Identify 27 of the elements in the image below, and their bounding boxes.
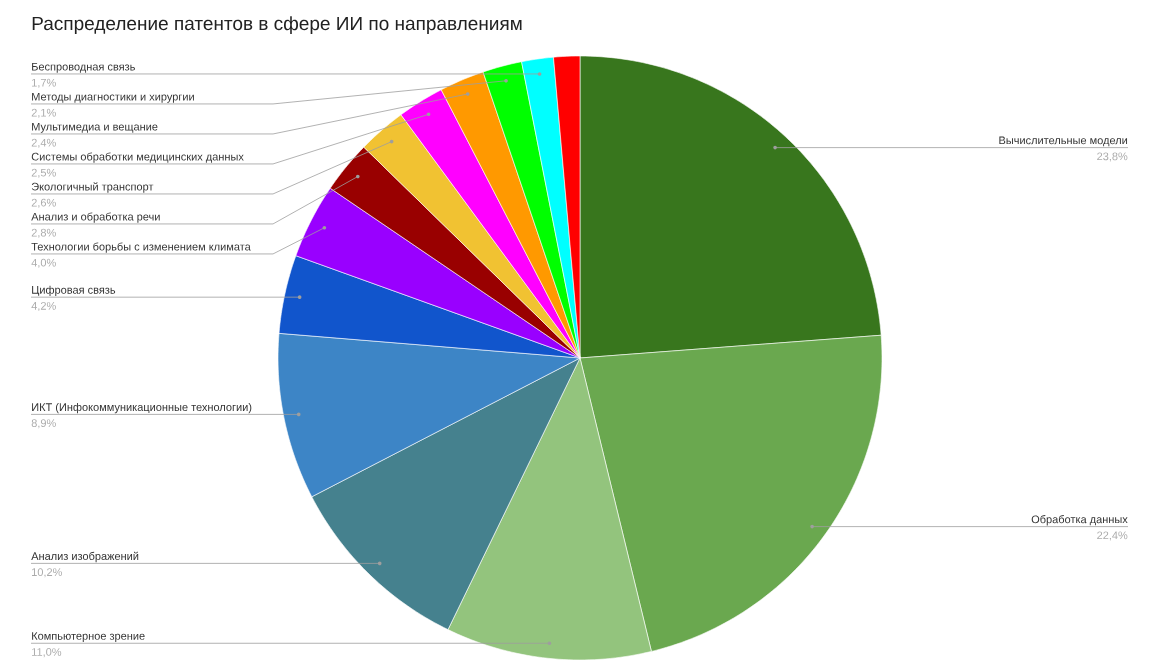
data-label: 2,6% bbox=[31, 198, 56, 208]
slice-label: Системы обработки медицинских данных bbox=[31, 152, 244, 163]
data-label: 2,8% bbox=[31, 228, 56, 238]
slice-label: Вычислительные модели bbox=[999, 136, 1128, 147]
data-label: 2,4% bbox=[31, 138, 56, 148]
chart-title: Распределение патентов в сфере ИИ по направлениям bbox=[32, 16, 522, 34]
data-label: 23,8% bbox=[1097, 152, 1128, 162]
data-label: 10,2% bbox=[32, 568, 62, 578]
slice-label: Методы диагностики и хирургии bbox=[32, 92, 194, 103]
slice-label: Экологичный транспорт bbox=[31, 182, 154, 193]
slice-label: Компьютерное зрение bbox=[32, 632, 145, 643]
slice-label: Анализ и обработка речи bbox=[31, 212, 160, 223]
slice-label: Анализ изображений bbox=[31, 551, 139, 563]
data-label: 11,0% bbox=[32, 648, 62, 658]
data-label: 4,0% bbox=[31, 258, 56, 268]
slice-label: Технологии борьбы с изменением климата bbox=[31, 242, 251, 253]
slice-label: Беспроводная связь bbox=[32, 62, 135, 73]
data-label: 2,1% bbox=[31, 108, 56, 118]
data-label: 22,4% bbox=[1097, 531, 1128, 541]
slice-label: Обработка данных bbox=[1031, 515, 1128, 526]
slice-label: Мультимедиа и вещание bbox=[32, 122, 158, 133]
data-label: 1,7% bbox=[32, 78, 56, 88]
slice-label: ИКТ (Инфокоммуникационные технологии) bbox=[32, 402, 252, 414]
data-label: 2,5% bbox=[31, 168, 56, 178]
data-label: 8,9% bbox=[31, 419, 56, 429]
slice-label: Цифровая связь bbox=[32, 285, 116, 296]
data-label: 4,2% bbox=[31, 302, 56, 312]
